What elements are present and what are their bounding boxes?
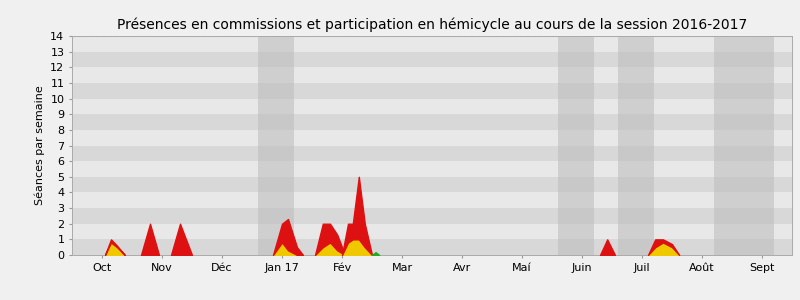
Bar xyxy=(72,52,792,67)
Bar xyxy=(72,114,792,130)
Bar xyxy=(72,130,792,146)
Bar xyxy=(72,224,792,239)
Bar xyxy=(714,36,774,255)
Bar xyxy=(72,192,792,208)
Bar xyxy=(258,36,294,255)
Bar xyxy=(72,67,792,83)
Bar xyxy=(558,36,594,255)
Bar xyxy=(72,83,792,99)
Y-axis label: Séances par semaine: Séances par semaine xyxy=(34,85,45,206)
Bar xyxy=(72,208,792,224)
Bar xyxy=(72,36,792,52)
Bar xyxy=(72,177,792,192)
Bar xyxy=(72,146,792,161)
Bar xyxy=(72,161,792,177)
Bar xyxy=(72,99,792,114)
Title: Présences en commissions et participation en hémicycle au cours de la session 20: Présences en commissions et participatio… xyxy=(117,18,747,32)
Bar xyxy=(618,36,654,255)
Bar xyxy=(72,239,792,255)
